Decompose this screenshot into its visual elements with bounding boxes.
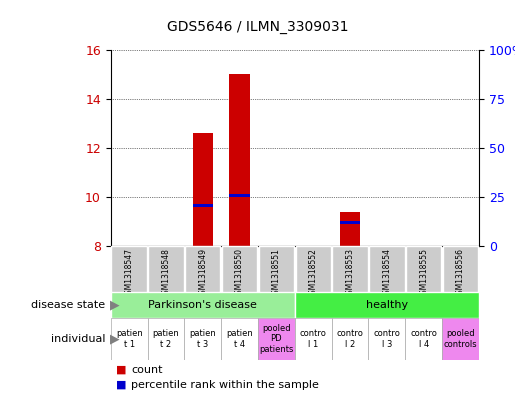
Bar: [296, 246, 331, 292]
Bar: [443, 246, 478, 292]
Text: ■: ■: [116, 365, 126, 375]
Text: disease state: disease state: [31, 300, 106, 310]
Bar: [111, 292, 295, 318]
Text: GSM1318549: GSM1318549: [198, 248, 207, 299]
Text: GSM1318552: GSM1318552: [309, 248, 318, 299]
Bar: [230, 194, 250, 197]
Bar: [230, 74, 250, 246]
Bar: [332, 318, 369, 360]
Text: individual: individual: [51, 334, 106, 344]
Text: GSM1318547: GSM1318547: [125, 248, 133, 299]
Bar: [259, 246, 294, 292]
Text: contro
l 4: contro l 4: [410, 329, 437, 349]
Bar: [222, 246, 258, 292]
Bar: [332, 246, 368, 292]
Text: patien
t 3: patien t 3: [190, 329, 216, 349]
Text: contro
l 2: contro l 2: [337, 329, 364, 349]
Bar: [111, 246, 147, 292]
Text: healthy: healthy: [366, 300, 408, 310]
Bar: [405, 318, 442, 360]
Text: contro
l 3: contro l 3: [373, 329, 400, 349]
Text: percentile rank within the sample: percentile rank within the sample: [131, 380, 319, 389]
Bar: [193, 204, 213, 207]
Bar: [221, 318, 258, 360]
Bar: [111, 318, 148, 360]
Text: Parkinson's disease: Parkinson's disease: [148, 300, 257, 310]
Bar: [148, 318, 184, 360]
Text: GSM1318555: GSM1318555: [419, 248, 428, 299]
Bar: [340, 221, 360, 224]
Text: GSM1318553: GSM1318553: [346, 248, 354, 299]
Bar: [369, 246, 405, 292]
Text: ■: ■: [116, 380, 126, 389]
Text: patien
t 1: patien t 1: [116, 329, 143, 349]
Text: patien
t 4: patien t 4: [226, 329, 253, 349]
Bar: [340, 212, 360, 246]
Bar: [258, 318, 295, 360]
Bar: [148, 246, 184, 292]
Bar: [369, 318, 405, 360]
Text: GSM1318550: GSM1318550: [235, 248, 244, 299]
Bar: [184, 318, 221, 360]
Bar: [442, 318, 479, 360]
Text: contro
l 1: contro l 1: [300, 329, 327, 349]
Text: ▶: ▶: [110, 332, 119, 345]
Text: pooled
controls: pooled controls: [444, 329, 477, 349]
Bar: [295, 318, 332, 360]
Text: pooled
PD
patients: pooled PD patients: [259, 324, 294, 354]
Bar: [295, 292, 479, 318]
Text: ▶: ▶: [110, 298, 119, 312]
Text: GSM1318551: GSM1318551: [272, 248, 281, 299]
Text: GSM1318548: GSM1318548: [162, 248, 170, 299]
Text: GSM1318554: GSM1318554: [383, 248, 391, 299]
Bar: [185, 246, 220, 292]
Bar: [406, 246, 441, 292]
Text: GDS5646 / ILMN_3309031: GDS5646 / ILMN_3309031: [167, 20, 348, 34]
Bar: [193, 133, 213, 246]
Text: count: count: [131, 365, 163, 375]
Text: GSM1318556: GSM1318556: [456, 248, 465, 299]
Text: patien
t 2: patien t 2: [152, 329, 179, 349]
